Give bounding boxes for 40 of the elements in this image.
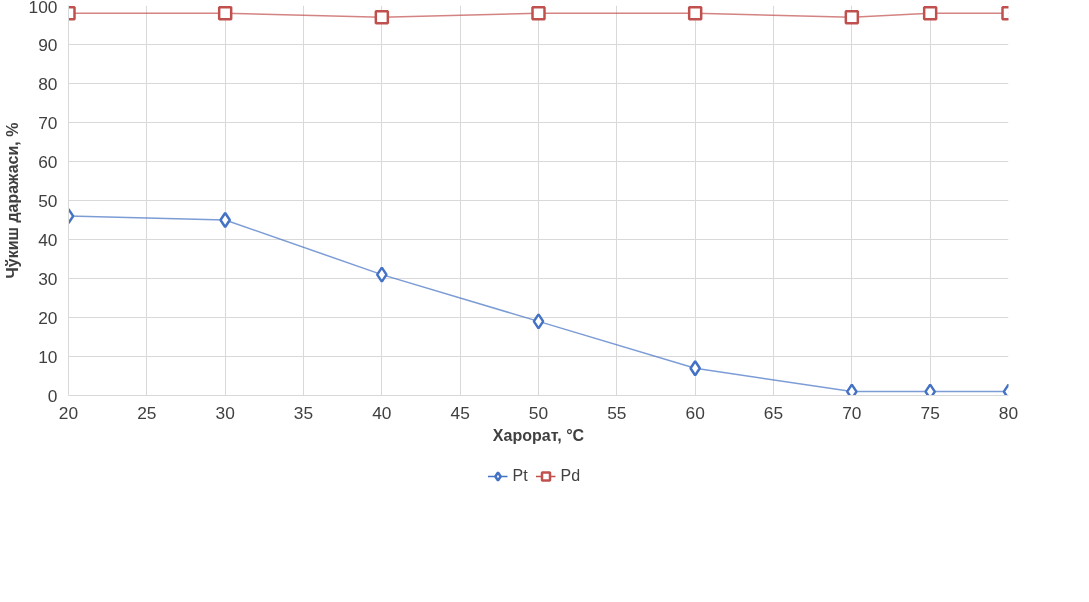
x-tick-label: 65 xyxy=(763,402,784,423)
x-tick-label: 20 xyxy=(58,402,79,423)
x-tick-label: 55 xyxy=(607,402,627,423)
point xyxy=(531,6,546,21)
point xyxy=(689,359,702,377)
x-tick-label: 60 xyxy=(685,402,705,423)
legend-label: Pd xyxy=(560,467,581,485)
x-tick-label: 70 xyxy=(842,402,862,423)
y-tick-label: 70 xyxy=(38,112,58,133)
y-tick-label: 0 xyxy=(47,385,58,406)
x-tick-label: 50 xyxy=(528,402,549,423)
y-tick-label: 90 xyxy=(38,34,58,55)
x-tick-label: 45 xyxy=(450,402,470,423)
point xyxy=(844,9,860,25)
y-tick-label: 80 xyxy=(38,73,58,94)
point xyxy=(922,6,938,21)
x-tick-label: 80 xyxy=(998,402,1019,423)
point xyxy=(532,313,545,330)
x-tick-label: 40 xyxy=(372,402,392,423)
point xyxy=(687,6,703,21)
point xyxy=(924,383,937,396)
point xyxy=(375,266,388,283)
point xyxy=(217,6,233,21)
x-tick-label: 25 xyxy=(137,402,157,423)
y-tick-label: 40 xyxy=(38,229,58,250)
legend-label: Pt xyxy=(512,467,529,485)
y-tick-label: 60 xyxy=(38,151,58,172)
y-axis-title: Чўкиш даражаси, % xyxy=(3,122,21,279)
point xyxy=(374,9,390,25)
x-tick-label: 35 xyxy=(293,402,314,423)
x-tick-label: 30 xyxy=(215,402,235,423)
point xyxy=(219,211,232,229)
x-axis-title: Харорат, °C xyxy=(492,426,585,444)
y-tick-label: 10 xyxy=(38,346,58,367)
y-tick-label: 30 xyxy=(38,268,58,289)
y-tick-label: 100 xyxy=(28,0,58,17)
y-tick-label: 50 xyxy=(38,190,58,211)
y-tick-label: 20 xyxy=(38,307,58,328)
point xyxy=(845,383,858,396)
x-tick-label: 75 xyxy=(920,402,940,423)
